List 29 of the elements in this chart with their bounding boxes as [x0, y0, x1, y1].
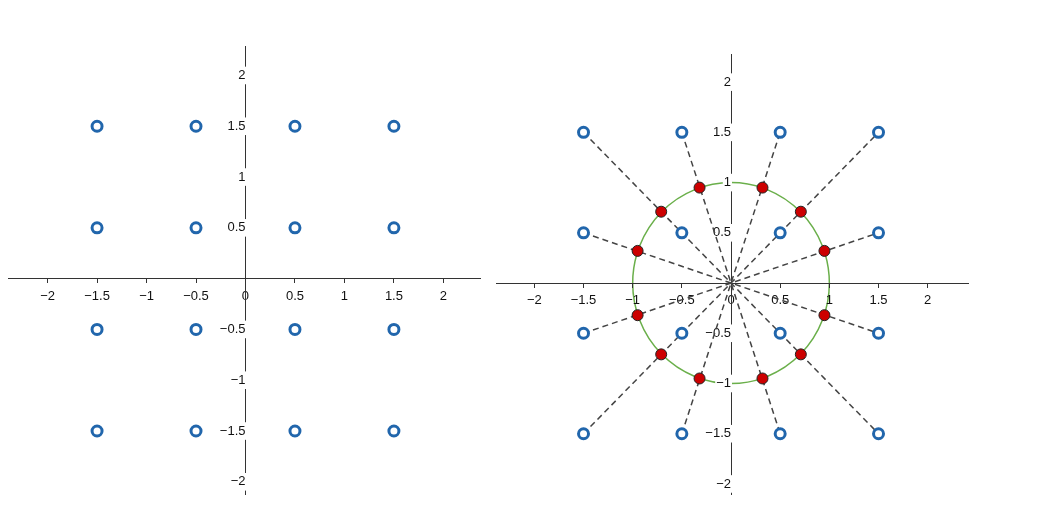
y-tick-label: −1 — [716, 375, 732, 391]
y-tick-label: −2 — [716, 475, 732, 491]
y-tick-label: 1 — [238, 168, 246, 184]
y-tick-label: 1 — [723, 174, 732, 190]
x-tick-label: −2 — [40, 288, 55, 304]
x-tick-label: −1.5 — [570, 292, 597, 308]
y-tick-label: −1.5 — [219, 422, 246, 438]
x-tick-label: −1.5 — [84, 288, 110, 304]
y-tick-label: 0.5 — [712, 224, 732, 240]
x-tick-label: −0.5 — [669, 292, 695, 308]
x-tick-label: 1 — [340, 288, 349, 304]
y-tick-label: 2 — [723, 73, 732, 89]
x-tick-label: 2 — [924, 292, 932, 308]
y-tick-label: 0.5 — [227, 219, 246, 235]
y-tick-label: 1.5 — [712, 123, 732, 139]
y-tick-label: 1.5 — [227, 117, 246, 133]
y-tick-label: −1.5 — [705, 425, 732, 441]
x-tick-label: 1.5 — [869, 292, 888, 308]
x-tick-label: 0.5 — [285, 288, 304, 304]
y-tick-label: −2 — [230, 473, 246, 489]
y-tick-label: 2 — [238, 67, 246, 83]
x-tick-label: 1.5 — [384, 288, 403, 304]
x-tick-label: 2 — [439, 288, 448, 304]
y-tick-label: −1 — [230, 371, 246, 387]
y-tick-label: −0.5 — [219, 321, 246, 337]
x-tick-label: −1 — [139, 288, 154, 304]
x-tick-label: −0.5 — [183, 288, 209, 304]
y-tick-label: −0.5 — [705, 324, 732, 340]
x-tick-label: −2 — [526, 292, 542, 308]
